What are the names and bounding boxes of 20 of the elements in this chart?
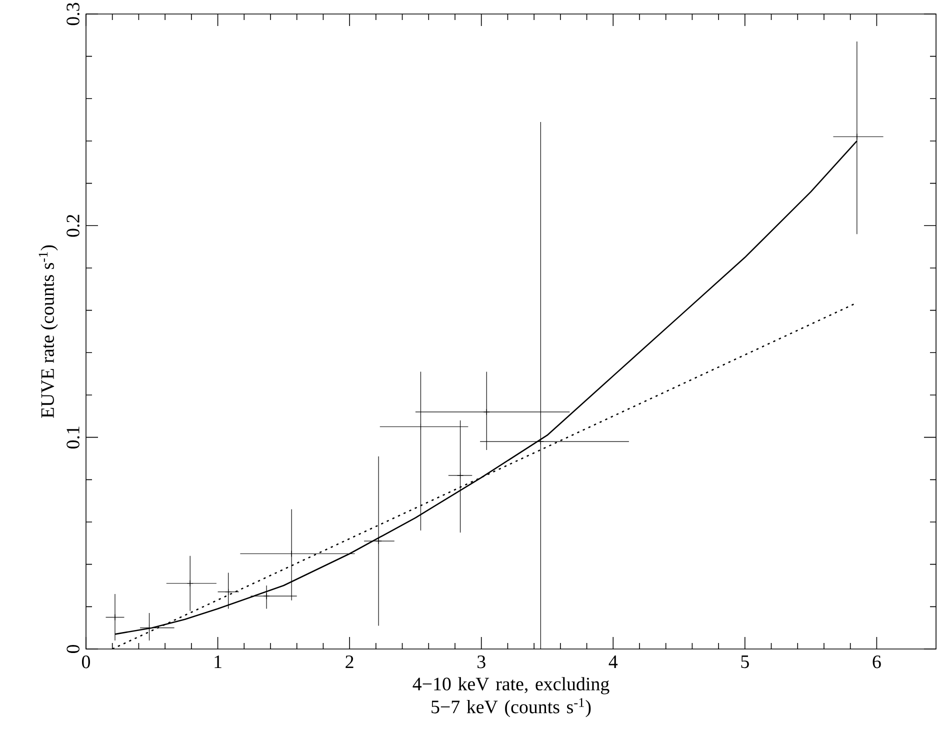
y-tick-label: 0.1 — [66, 426, 80, 448]
x-tick-label: 6 — [872, 656, 881, 668]
y-tick-label: 0 — [66, 645, 80, 654]
x-tick-label: 2 — [346, 656, 354, 668]
point — [483, 408, 490, 416]
x-tick-label: 4 — [608, 656, 618, 668]
x-axis-title: 4−10 keV rate, excluding 5−7 keV (counts s$^{-1}$) — [412, 677, 610, 718]
point — [186, 580, 194, 587]
x-tick-label: 3 — [478, 656, 486, 668]
x-tick-label: 1 — [214, 656, 222, 668]
point — [375, 538, 382, 544]
y-axis-title: EUVE rate (counts s$^{-1}$) — [38, 245, 58, 418]
point — [225, 588, 232, 596]
point — [537, 438, 544, 445]
y-tick-label: 0.2 — [66, 214, 80, 237]
x-tick-label: 0 — [82, 656, 90, 668]
point — [456, 472, 464, 479]
x-tick-label: 5 — [741, 656, 749, 668]
y-tick-label: 0.3 — [66, 2, 80, 26]
point — [263, 592, 270, 600]
